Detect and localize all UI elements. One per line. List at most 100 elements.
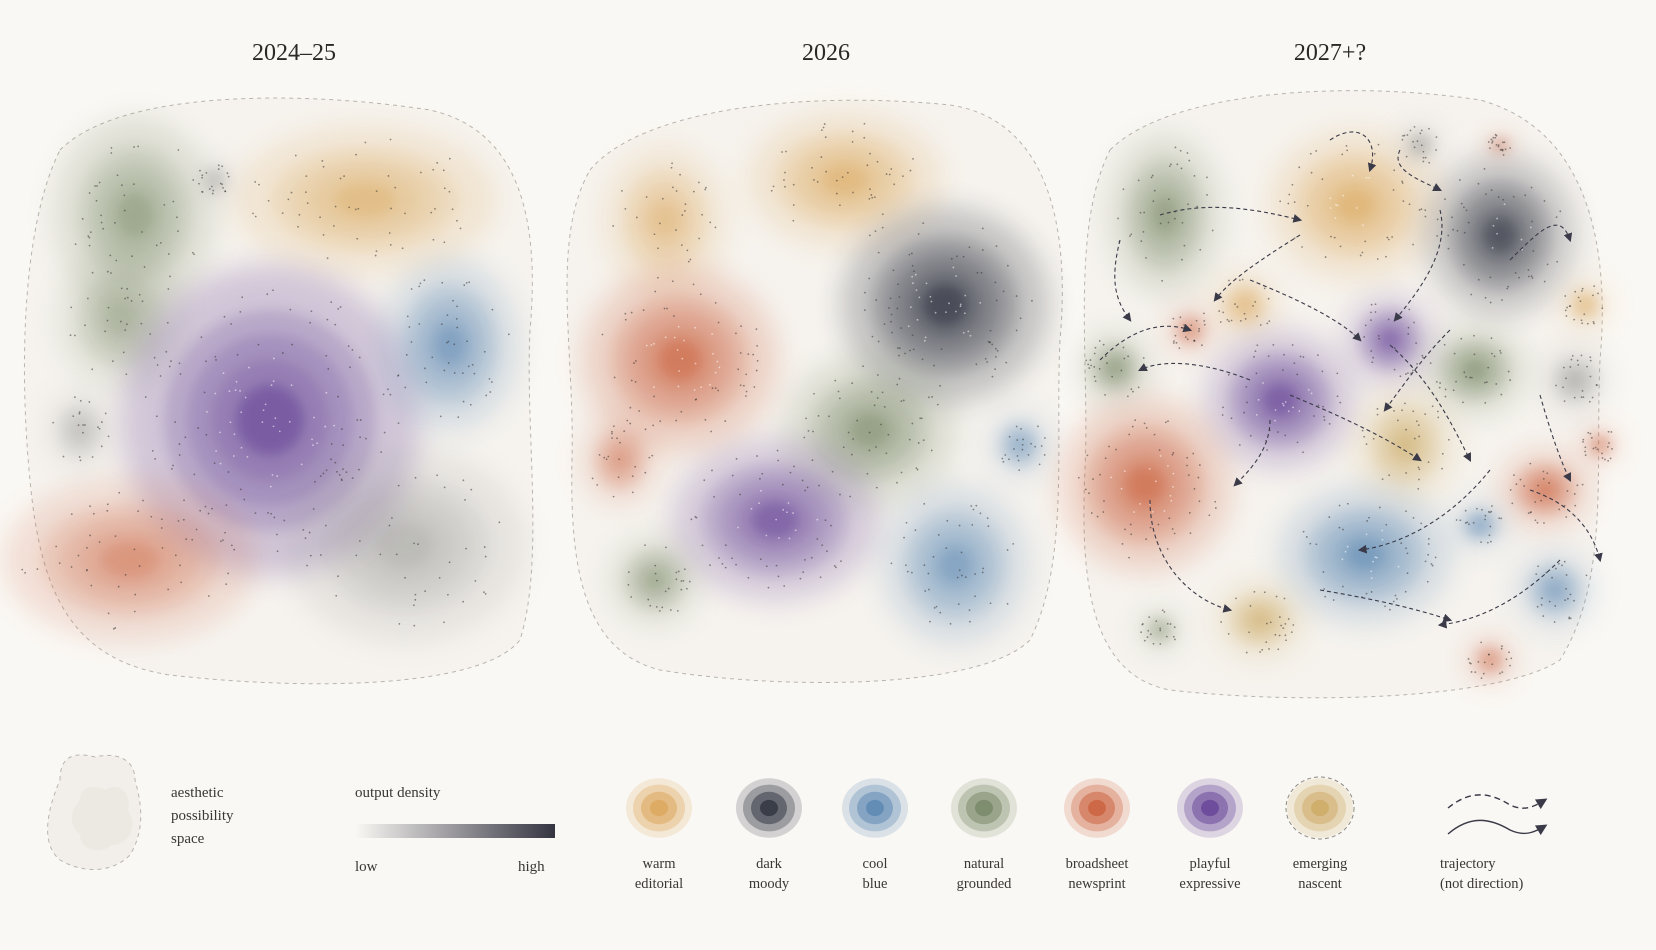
sample-dot (976, 271, 979, 274)
cluster-broadsheet (579, 414, 661, 506)
sample-dot (389, 244, 392, 246)
sample-dot (233, 433, 236, 436)
sample-dot (914, 529, 917, 532)
sample-dot (276, 533, 278, 536)
sample-dot (119, 320, 122, 323)
sample-dot (224, 190, 227, 193)
sample-dot (1244, 318, 1247, 320)
sample-dot (1355, 207, 1358, 209)
sample-dot (1098, 340, 1101, 342)
sample-dot (1296, 441, 1299, 444)
sample-dot (78, 411, 81, 414)
sample-dot (340, 479, 343, 482)
sample-dot (214, 355, 217, 358)
sample-dot (724, 544, 727, 547)
sample-dot (1017, 459, 1020, 462)
sample-dot (968, 609, 971, 612)
sample-dot (201, 174, 204, 177)
sample-dot (1551, 576, 1553, 579)
sample-dot (1230, 319, 1233, 322)
sample-dot (631, 475, 634, 478)
sample-dot (62, 455, 65, 458)
sample-dot (1408, 308, 1411, 311)
sample-dot (862, 365, 864, 368)
sample-dot (869, 188, 871, 191)
sample-dot (952, 266, 955, 269)
sample-dot (102, 227, 105, 230)
sample-dot (418, 323, 421, 325)
sample-dot (1404, 590, 1407, 593)
sample-dot (1302, 530, 1305, 533)
sample-dot (909, 306, 912, 309)
sample-dot (910, 252, 913, 255)
sample-dot (236, 353, 239, 356)
sample-dot (132, 183, 135, 186)
sample-dot (1484, 514, 1487, 517)
sample-dot (1323, 588, 1325, 590)
sample-dot (1596, 448, 1599, 451)
sample-dot (1332, 599, 1335, 601)
sample-dot (330, 442, 333, 445)
sample-dot (1502, 154, 1505, 156)
sample-dot (1604, 458, 1606, 461)
sample-dot (1228, 279, 1230, 282)
sample-dot (462, 479, 465, 482)
sample-dot (201, 176, 204, 179)
sample-dot (1452, 228, 1455, 231)
sample-dot (358, 356, 361, 359)
sample-dot (1430, 563, 1433, 565)
sample-dot (179, 564, 181, 567)
sample-dot (671, 162, 673, 165)
sample-dot (91, 368, 94, 371)
sample-dot (1501, 149, 1504, 152)
sample-dot (483, 350, 486, 353)
sample-dot (630, 379, 633, 382)
sample-dot (1391, 236, 1394, 238)
sample-dot (1562, 366, 1565, 369)
sample-dot (1169, 623, 1172, 625)
sample-dot (1469, 376, 1472, 379)
sample-dot (875, 446, 877, 448)
sample-dot (1122, 346, 1125, 349)
sample-dot (1473, 334, 1475, 337)
sample-dot (106, 270, 109, 273)
sample-dot (596, 483, 599, 486)
sample-dot (799, 577, 802, 580)
sample-dot (714, 387, 717, 390)
sample-dot (137, 510, 140, 513)
sample-dot (1401, 409, 1403, 412)
cluster-cool (1278, 486, 1452, 624)
sample-dot (1489, 301, 1492, 304)
sample-dot (191, 538, 194, 541)
sample-dot (811, 166, 813, 169)
sample-dot (1252, 305, 1254, 307)
sample-dot (1077, 476, 1080, 479)
sample-dot (425, 381, 428, 384)
sample-dot (1513, 474, 1515, 477)
sample-dot (1534, 501, 1537, 503)
sample-dot (155, 244, 158, 247)
sample-dot (1499, 672, 1501, 675)
sample-dot (1004, 454, 1007, 456)
cluster-emerging (1353, 387, 1457, 503)
sample-dot (731, 557, 733, 560)
sample-dot (1132, 390, 1134, 393)
sample-dot (1531, 220, 1533, 223)
sample-dot (1601, 452, 1603, 455)
sample-dot (1487, 511, 1490, 513)
sample-dot (653, 342, 655, 345)
sample-dot (1016, 455, 1019, 457)
sample-dot (871, 335, 874, 338)
sample-dot (1435, 136, 1438, 139)
cluster-playful (671, 439, 879, 601)
sample-dot (1508, 651, 1510, 654)
sample-dot (1366, 520, 1369, 522)
sample-dot (923, 339, 926, 342)
sample-dot (452, 299, 454, 302)
sample-dot (1427, 461, 1430, 463)
sample-dot (824, 519, 827, 522)
swatch-dark (736, 778, 802, 838)
sample-dot (920, 417, 923, 420)
sample-dot (675, 571, 678, 574)
cluster-dark (1425, 154, 1575, 316)
